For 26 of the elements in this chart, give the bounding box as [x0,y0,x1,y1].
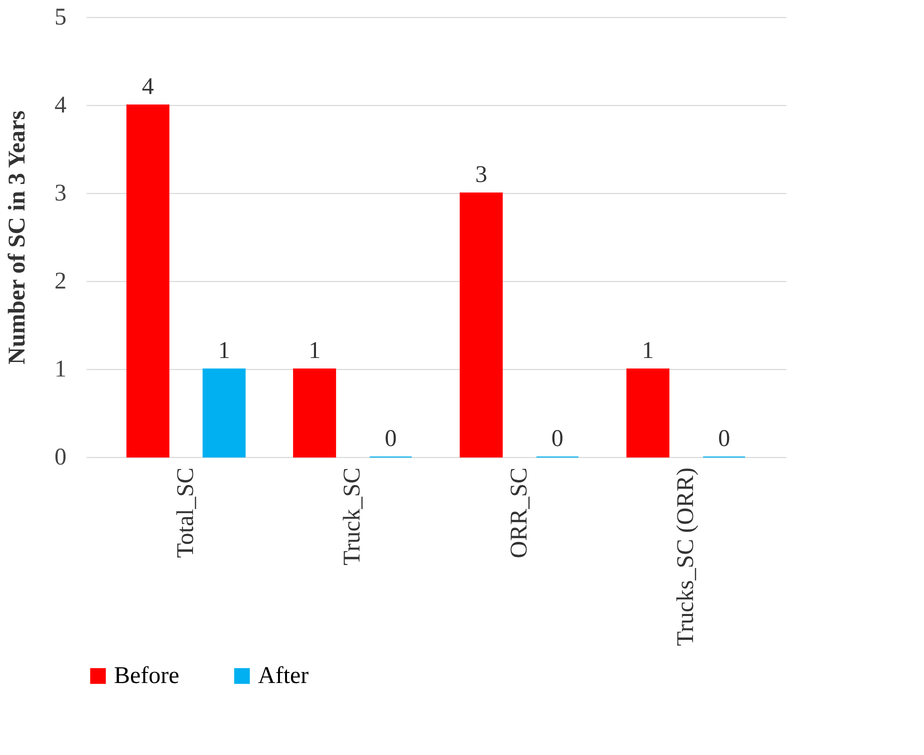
y-axis-title: Number of SC in 3 Years [4,110,30,365]
data-label: 0 [384,426,397,452]
y-tick-label: 1 [54,356,66,382]
data-label: 0 [551,426,564,452]
data-label: 3 [475,162,488,188]
x-tick-label: ORR_SC [506,468,532,558]
x-tick-label: Truck_SC [340,468,366,566]
y-tick-label: 3 [54,180,66,206]
y-tick-label: 2 [54,268,66,294]
legend-label: After [258,663,309,689]
data-label: 1 [308,338,321,364]
y-tick-label: 0 [54,444,66,470]
y-tick-label: 5 [54,4,66,30]
bar [202,368,246,458]
bar [460,192,503,458]
x-tick-label: Total_SC [173,468,199,558]
data-label: 1 [218,338,230,364]
bar [126,104,170,458]
data-label: 0 [718,426,730,452]
bar [293,368,336,458]
bar [626,368,670,458]
y-tick-label: 4 [54,92,66,118]
data-label: 1 [642,338,654,364]
data-label: 4 [142,74,154,100]
legend-label: Before [114,663,180,689]
x-tick-label: Trucks_SC (ORR) [673,468,699,646]
